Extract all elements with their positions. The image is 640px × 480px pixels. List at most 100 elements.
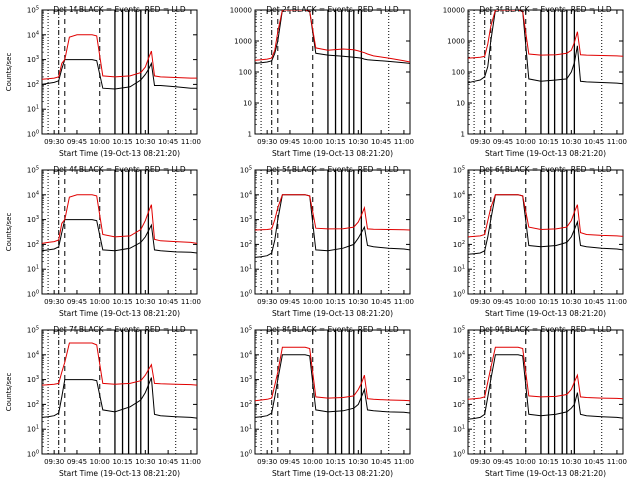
- y-tick-label: 100: [27, 450, 39, 459]
- x-tick-label: 09:45: [280, 298, 300, 306]
- x-tick-label: 10:45: [371, 458, 391, 466]
- y-tick-label: 100: [452, 69, 465, 77]
- y-tick-label: 1000: [447, 38, 465, 46]
- x-tick-label: 10:15: [112, 298, 132, 306]
- y-tick-label: 10: [243, 100, 252, 108]
- y-tick-label: 10: [456, 100, 465, 108]
- x-tick-label: 10:15: [112, 138, 132, 146]
- y-tick-label: 101: [27, 425, 39, 434]
- chart-title: Det 7f BLACK = Events, RED = LLD: [53, 325, 186, 334]
- series-line: [255, 194, 410, 258]
- x-tick-label: 09:45: [280, 458, 300, 466]
- x-tick-label: 11:00: [394, 138, 414, 146]
- y-tick-label: 101: [453, 425, 465, 434]
- x-axis-label: Start Time (19-Oct-13 08:21:20): [59, 469, 180, 478]
- y-axis-label: Counts/sec: [5, 53, 13, 92]
- x-axis-label: Start Time (19-Oct-13 08:21:20): [272, 149, 393, 158]
- x-tick-label: 10:30: [135, 458, 155, 466]
- series-line: [255, 194, 410, 231]
- x-axis-label: Start Time (19-Oct-13 08:21:20): [485, 149, 606, 158]
- x-tick-label: 10:45: [584, 458, 604, 466]
- series-line: [42, 34, 197, 80]
- x-tick-label: 10:00: [90, 138, 110, 146]
- y-tick-label: 101: [27, 105, 39, 114]
- plot-frame: [467, 329, 624, 455]
- plot-frame: [41, 169, 198, 295]
- x-tick-label: 09:45: [67, 458, 87, 466]
- chart-panel: 09:30 09:45 10:00 10:15 10:30 10:45 11:00 100 10…: [5, 165, 201, 318]
- x-tick-label: 11:00: [394, 298, 414, 306]
- x-tick-label: 09:30: [44, 298, 64, 306]
- y-tick-label: 104: [27, 30, 39, 39]
- y-tick-label: 102: [27, 80, 39, 89]
- y-tick-label: 103: [27, 375, 39, 384]
- y-tick-label: 100: [240, 290, 252, 299]
- x-tick-label: 10:45: [371, 298, 391, 306]
- series-line: [42, 219, 197, 254]
- y-tick-label: 100: [453, 450, 465, 459]
- y-tick-label: 104: [27, 350, 39, 359]
- series-line: [42, 194, 197, 244]
- x-tick-label: 09:30: [257, 138, 277, 146]
- x-tick-label: 10:00: [516, 458, 536, 466]
- x-tick-label: 10:15: [538, 298, 558, 306]
- chart-title: Det 6f BLACK = Events, RED = LLD: [479, 165, 612, 174]
- chart-title: Det 4f BLACK = Events, RED = LLD: [53, 165, 186, 174]
- x-axis-label: Start Time (19-Oct-13 08:21:20): [485, 309, 606, 318]
- y-tick-label: 103: [27, 55, 39, 64]
- x-tick-label: 10:00: [90, 458, 110, 466]
- y-tick-label: 100: [239, 69, 252, 77]
- chart-title: Det 9f BLACK = Events, RED = LLD: [479, 325, 612, 334]
- x-tick-label: 10:15: [538, 458, 558, 466]
- x-tick-label: 10:15: [538, 138, 558, 146]
- chart-panel: 09:30 09:45 10:00 10:15 10:30 10:45 11:00 100 10…: [240, 325, 414, 478]
- y-tick-label: 102: [453, 240, 465, 249]
- x-tick-label: 10:30: [561, 458, 581, 466]
- plot-frame: [254, 169, 411, 295]
- x-tick-label: 09:30: [470, 138, 490, 146]
- y-tick-label: 103: [240, 375, 252, 384]
- y-tick-label: 105: [453, 326, 465, 335]
- y-tick-label: 102: [240, 240, 252, 249]
- series-line: [42, 377, 197, 419]
- series-line: [468, 354, 623, 420]
- x-tick-label: 09:30: [257, 298, 277, 306]
- x-tick-label: 09:30: [257, 458, 277, 466]
- y-tick-label: 101: [240, 425, 252, 434]
- y-tick-label: 101: [27, 265, 39, 274]
- series-line: [468, 10, 623, 85]
- x-tick-label: 10:15: [325, 138, 345, 146]
- x-tick-label: 10:00: [516, 138, 536, 146]
- x-axis-label: Start Time (19-Oct-13 08:21:20): [59, 309, 180, 318]
- x-tick-label: 10:30: [348, 298, 368, 306]
- x-tick-label: 11:00: [181, 138, 201, 146]
- y-tick-label: 105: [453, 166, 465, 175]
- plot-frame: [41, 9, 198, 135]
- y-tick-label: 103: [453, 375, 465, 384]
- y-tick-label: 102: [27, 240, 39, 249]
- x-tick-label: 10:00: [303, 138, 323, 146]
- y-tick-label: 105: [27, 166, 39, 175]
- y-tick-label: 10000: [230, 7, 252, 15]
- x-tick-label: 11:00: [181, 298, 201, 306]
- chart-panel: 09:30 09:45 10:00 10:15 10:30 10:45 11:00 100 10…: [240, 165, 414, 318]
- x-axis-label: Start Time (19-Oct-13 08:21:20): [59, 149, 180, 158]
- y-tick-label: 100: [240, 450, 252, 459]
- x-tick-label: 09:45: [493, 458, 513, 466]
- x-tick-label: 11:00: [181, 458, 201, 466]
- chart-title: Det 5f BLACK = Events, RED = LLD: [266, 165, 399, 174]
- y-axis-label: Counts/sec: [5, 213, 13, 252]
- x-tick-label: 09:45: [67, 138, 87, 146]
- x-tick-label: 10:15: [325, 298, 345, 306]
- plot-frame: [41, 329, 198, 455]
- x-tick-label: 09:45: [280, 138, 300, 146]
- chart-title: Det 1f BLACK = Events, RED = LLD: [53, 5, 186, 14]
- x-tick-label: 10:15: [112, 458, 132, 466]
- x-tick-label: 10:30: [561, 138, 581, 146]
- series-line: [255, 346, 410, 402]
- series-line: [42, 342, 197, 386]
- y-tick-label: 104: [240, 350, 252, 359]
- x-tick-label: 10:30: [135, 138, 155, 146]
- y-tick-label: 101: [453, 265, 465, 274]
